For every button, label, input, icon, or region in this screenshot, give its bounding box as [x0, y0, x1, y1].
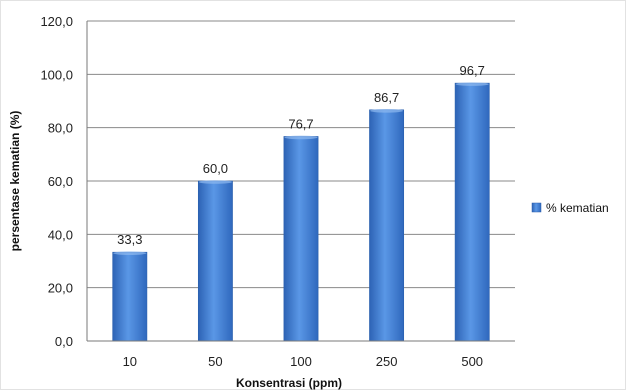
- legend-label: % kematian: [546, 201, 609, 215]
- bar: [112, 251, 148, 342]
- bar-highlight: [113, 251, 147, 255]
- data-label: 96,7: [460, 63, 485, 78]
- bar-highlight: [369, 109, 404, 113]
- axes: [86, 21, 515, 342]
- x-tick-label: 50: [208, 354, 222, 369]
- y-tick-label: 40,0: [48, 227, 73, 242]
- bar: [454, 82, 490, 342]
- data-label: 76,7: [288, 116, 313, 131]
- legend-swatch: [531, 202, 542, 213]
- y-tick-label: 120,0: [40, 14, 73, 29]
- data-label: 60,0: [203, 161, 228, 176]
- x-tick-label: 500: [461, 354, 483, 369]
- y-tick-label: 20,0: [48, 281, 73, 296]
- bar-highlight: [284, 135, 318, 140]
- y-axis-title: persentase kematian (%): [8, 111, 22, 252]
- data-label: 86,7: [374, 90, 399, 105]
- data-label: 33,3: [117, 232, 142, 247]
- x-tick-label: 100: [290, 354, 312, 369]
- bar-highlight: [455, 82, 489, 86]
- y-tick-label: 60,0: [48, 174, 73, 189]
- bars: [112, 82, 490, 342]
- bar: [197, 180, 233, 342]
- y-tick-label: 100,0: [40, 67, 73, 82]
- y-tick-label: 0,0: [55, 334, 73, 349]
- legend: % kematian: [531, 201, 609, 215]
- bar: [369, 109, 405, 342]
- x-axis-title: Konsentrasi (ppm): [236, 376, 342, 390]
- labels: 0,0 20,0 40,0 60,0 80,0 100,0 120,0 33,3 10 60,0 5…: [40, 14, 484, 369]
- x-tick-label: 10: [123, 354, 137, 369]
- bar: [283, 136, 319, 342]
- y-tick-label: 80,0: [48, 121, 73, 136]
- x-tick-label: 250: [376, 354, 398, 369]
- bar-highlight: [198, 180, 233, 184]
